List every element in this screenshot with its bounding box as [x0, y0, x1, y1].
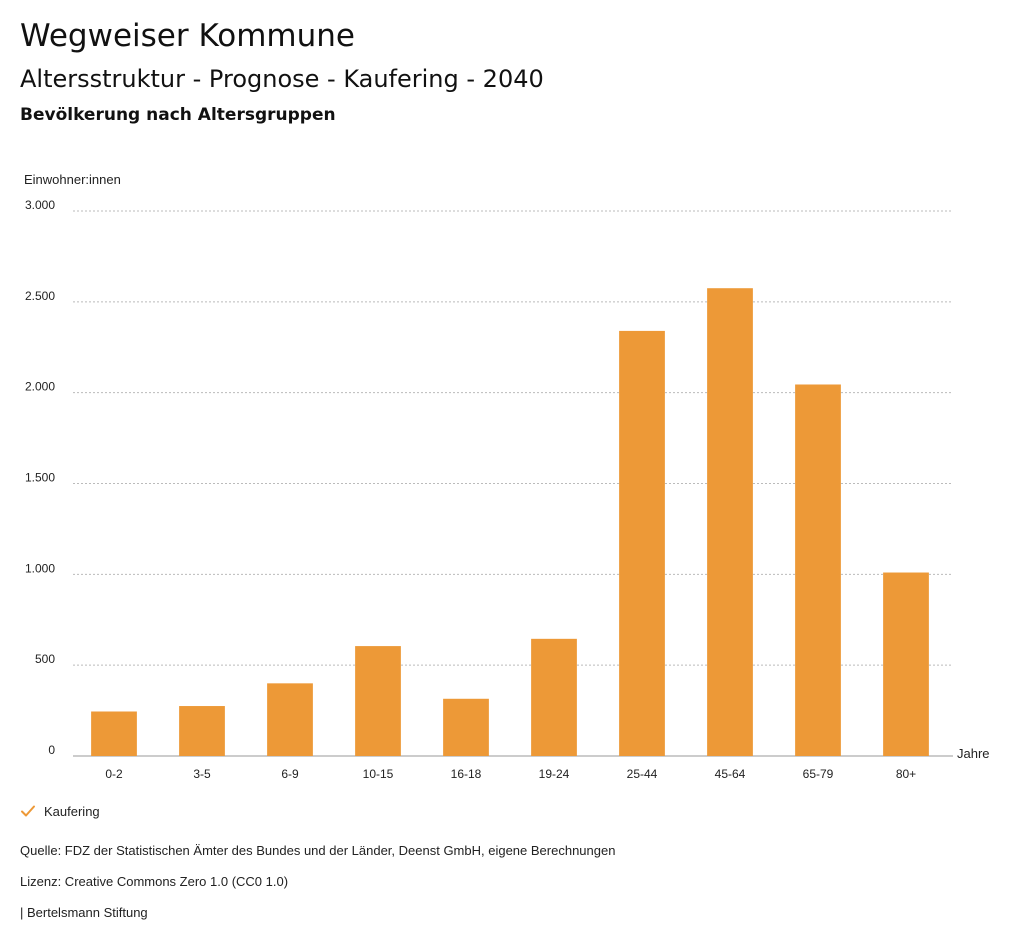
bar[interactable]: 16-18: 315 [443, 698, 489, 756]
x-tick-label: 16-18 [451, 767, 482, 781]
source-note: Quelle: FDZ der Statistischen Ämter des … [20, 843, 616, 858]
x-tick-label: 45-64 [715, 767, 746, 781]
bar[interactable]: 3-5: 275 [179, 706, 225, 756]
y-tick-label: 2.000 [25, 380, 55, 394]
y-tick-label: 500 [35, 652, 55, 666]
x-tick-label: 25-44 [627, 767, 658, 781]
chart-subtitle: Altersstruktur - Prognose - Kaufering - … [20, 65, 544, 93]
y-tick-label: 0 [48, 743, 55, 757]
check-icon [21, 805, 35, 817]
y-tick-label: 2.500 [25, 289, 55, 303]
y-tick-label: 3.000 [25, 198, 55, 212]
x-tick-label: 0-2 [105, 767, 123, 781]
bar-chart: Einwohner:innen 0 500 1.000 1.500 2.000 2.500 3… [24, 172, 990, 781]
x-tick-label: 65-79 [803, 767, 834, 781]
x-tick-label: 6-9 [281, 767, 299, 781]
x-tick-label: 10-15 [363, 767, 394, 781]
bar[interactable]: 65-79: 2045 [795, 384, 841, 756]
bar[interactable]: 10-15: 605 [355, 646, 401, 756]
page-title: Wegweiser Kommune [20, 18, 355, 54]
bar[interactable]: 25-44: 2340 [619, 330, 665, 756]
publisher-note: | Bertelsmann Stiftung [20, 905, 148, 920]
x-tick-label: 19-24 [539, 767, 570, 781]
y-tick-label: 1.500 [25, 471, 55, 485]
x-tick-label: 3-5 [193, 767, 211, 781]
y-tick-label: 1.000 [25, 561, 55, 575]
bar[interactable]: 6-9: 400 [267, 683, 313, 756]
x-tick-label: 80+ [896, 767, 916, 781]
bar[interactable]: 80+: 1010 [883, 572, 929, 756]
bar[interactable]: 45-64: 2575 [707, 288, 753, 756]
bar[interactable]: 19-24: 645 [531, 638, 577, 756]
chart-heading: Bevölkerung nach Altersgruppen [20, 105, 336, 125]
y-axis-label: Einwohner:innen [24, 172, 121, 187]
legend-label: Kaufering [44, 803, 100, 819]
bar[interactable]: 0-2: 245 [91, 711, 137, 756]
x-axis-label: Jahre [957, 746, 990, 761]
legend-item-kaufering[interactable]: Kaufering [20, 803, 100, 819]
license-note: Lizenz: Creative Commons Zero 1.0 (CC0 1… [20, 874, 289, 889]
